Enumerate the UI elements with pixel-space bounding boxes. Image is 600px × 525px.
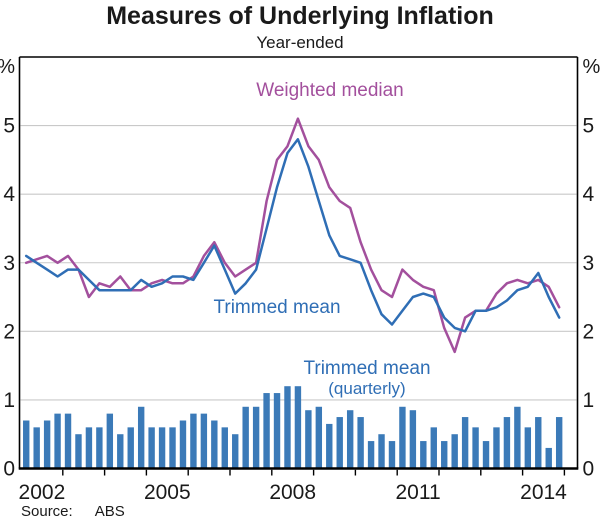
chart-title: Measures of Underlying Inflation <box>106 2 494 30</box>
svg-text:2: 2 <box>3 320 15 343</box>
svg-text:2014: 2014 <box>520 481 567 504</box>
svg-text:2002: 2002 <box>19 481 66 504</box>
weighted-median-series-label: Weighted median <box>256 80 404 101</box>
svg-text:1: 1 <box>3 389 15 412</box>
svg-text:0: 0 <box>583 458 595 481</box>
svg-text:5: 5 <box>3 115 15 138</box>
source-label: Source: <box>21 503 73 520</box>
svg-text:0: 0 <box>3 458 15 481</box>
svg-text:2: 2 <box>583 320 595 343</box>
svg-text:%: % <box>583 56 600 78</box>
svg-text:4: 4 <box>583 183 595 206</box>
source-value: ABS <box>94 503 125 520</box>
svg-text:2005: 2005 <box>144 481 191 504</box>
trimmed-mean-series-label: Trimmed mean <box>213 297 341 318</box>
svg-text:2011: 2011 <box>396 481 441 504</box>
svg-text:1: 1 <box>583 389 595 412</box>
trimmed-mean-quarterly-line1: Trimmed mean <box>303 358 431 379</box>
svg-text:4: 4 <box>3 183 15 206</box>
svg-text:3: 3 <box>3 252 15 275</box>
svg-text:%: % <box>0 56 15 78</box>
trimmed-mean-quarterly-series-label: Trimmed mean (quarterly) <box>303 359 430 399</box>
source-note: Source: ABS <box>21 503 125 520</box>
svg-text:5: 5 <box>583 115 595 138</box>
trimmed-mean-quarterly-line2: (quarterly) <box>328 379 406 398</box>
svg-text:3: 3 <box>583 252 595 275</box>
chart-subtitle: Year-ended <box>256 33 344 52</box>
svg-text:2008: 2008 <box>269 481 316 504</box>
